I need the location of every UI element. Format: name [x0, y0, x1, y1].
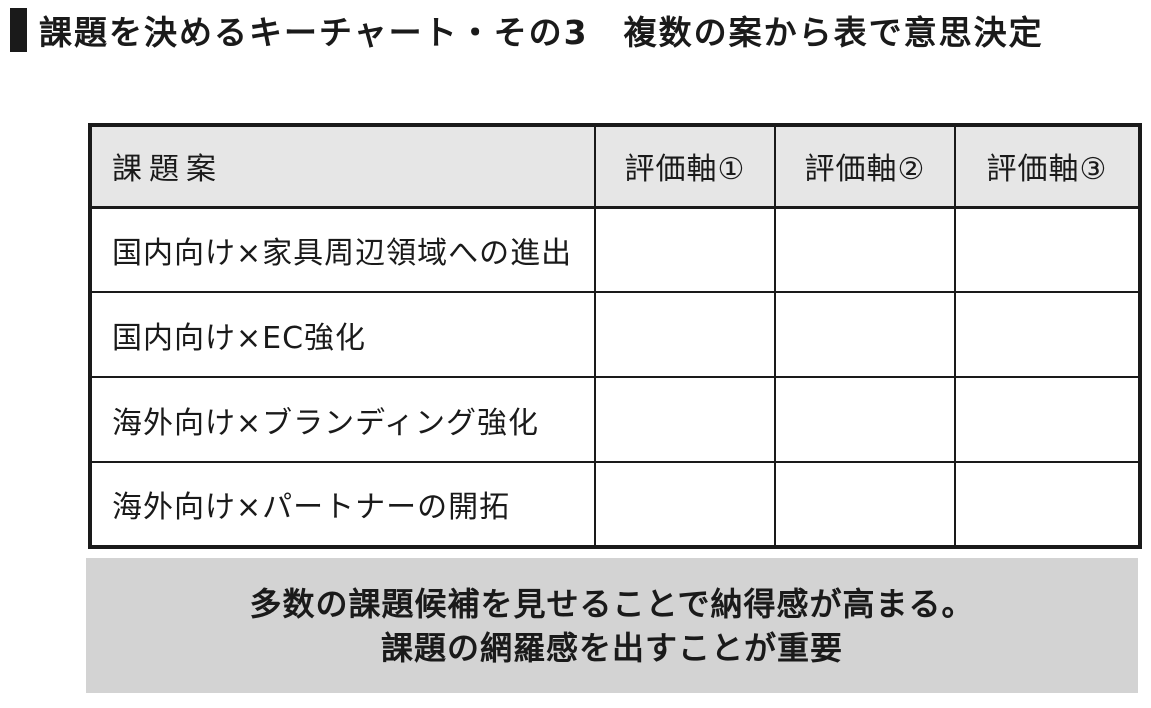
page-title: 課題を決めるキーチャート・その3 複数の案から表で意思決定 [39, 13, 1044, 52]
header-cell-issue-candidates: 課題案 [89, 124, 596, 209]
table-row: 海外向け×パートナーの開拓 [89, 461, 1141, 548]
table-row: 国内向け×家具周辺領域への進出 [89, 206, 1141, 293]
note-line-2: 課題の網羅感を出すことが重要 [380, 628, 843, 667]
empty-cell [774, 206, 956, 293]
empty-cell [774, 376, 956, 463]
empty-cell [954, 291, 1141, 378]
header-cell-evaluation-axis-2: 評価軸② [774, 124, 956, 209]
title-block: 課題を決めるキーチャート・その3 複数の案から表で意思決定 [10, 6, 1044, 54]
empty-cell [594, 206, 776, 293]
title-marker-bar [10, 8, 27, 52]
empty-cell [594, 291, 776, 378]
row-label-domestic-ec: 国内向け×EC強化 [89, 291, 596, 378]
empty-cell [954, 376, 1141, 463]
empty-cell [594, 461, 776, 548]
note-line-1: 多数の課題候補を見せることで納得感が高まる。 [249, 584, 975, 623]
empty-cell [594, 376, 776, 463]
row-label-domestic-furniture: 国内向け×家具周辺領域への進出 [89, 206, 596, 293]
row-label-overseas-partner: 海外向け×パートナーの開拓 [89, 461, 596, 548]
row-label-overseas-branding: 海外向け×ブランディング強化 [89, 376, 596, 463]
header-cell-evaluation-axis-3: 評価軸③ [954, 124, 1141, 209]
empty-cell [954, 206, 1141, 293]
note-box: 多数の課題候補を見せることで納得感が高まる。 課題の網羅感を出すことが重要 [86, 558, 1138, 693]
table-row: 国内向け×EC強化 [89, 291, 1141, 378]
decision-table: 課題案 評価軸① 評価軸② 評価軸③ 国内向け×家具周辺領域への進出 国内向け×… [88, 123, 1142, 549]
table-row: 海外向け×ブランディング強化 [89, 376, 1141, 463]
header-cell-evaluation-axis-1: 評価軸① [594, 124, 776, 209]
empty-cell [774, 461, 956, 548]
empty-cell [774, 291, 956, 378]
table-header-row: 課題案 評価軸① 評価軸② 評価軸③ [89, 124, 1141, 209]
empty-cell [954, 461, 1141, 548]
